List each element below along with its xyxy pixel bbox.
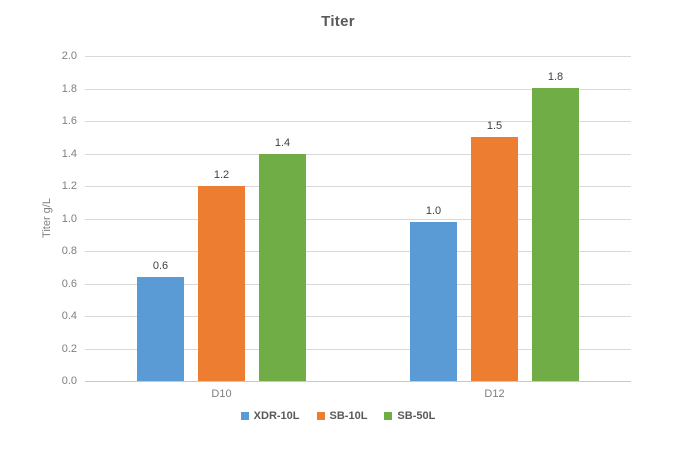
- bar-xdr-10l-d12: [410, 222, 457, 381]
- bar-value-label: 0.6: [152, 260, 169, 272]
- legend-label: SB-10L: [329, 410, 368, 422]
- chart-title: Titer: [321, 13, 355, 30]
- legend-color-swatch-icon: [384, 412, 393, 420]
- plot-area: 0.6 1.2 1.4 1.0 1.5 1.8: [85, 56, 631, 382]
- y-tick-label: 1.6: [61, 115, 77, 127]
- y-tick-label: 2.0: [61, 50, 77, 62]
- legend-item-sb-50l: SB-50L: [384, 410, 435, 422]
- gridline: [85, 153, 631, 155]
- legend-color-swatch-icon: [316, 412, 325, 420]
- bar-value-label: 1.5: [486, 120, 503, 132]
- gridline: [85, 121, 631, 122]
- y-tick-label: 1.8: [61, 82, 77, 95]
- legend-item-xdr-10l: XDR-10L: [240, 410, 300, 422]
- y-tick-label: 0.0: [61, 375, 77, 387]
- y-tick-label: 1.4: [61, 147, 77, 160]
- bar-value-label: 1.2: [213, 169, 230, 181]
- gridline: [85, 251, 631, 252]
- bar-xdr-10l-d10: [137, 277, 184, 381]
- gridline: [85, 186, 631, 187]
- bar-value-label: 1.0: [425, 205, 442, 217]
- x-category-label: D10: [211, 388, 232, 400]
- bar-sb-10l-d10: [198, 186, 245, 381]
- legend-label: SB-50L: [397, 410, 436, 422]
- x-category-label: D12: [484, 388, 505, 400]
- y-tick-label: 0.4: [61, 310, 77, 322]
- legend-item-sb-10l: SB-10L: [316, 410, 368, 422]
- gridline: [85, 316, 631, 317]
- bar-sb-10l-d12: [471, 137, 518, 381]
- bar-sb-50l-d12: [532, 88, 579, 381]
- gridline: [85, 56, 631, 57]
- gridline: [85, 348, 631, 350]
- x-axis-line: [85, 381, 631, 382]
- y-tick-label: 0.2: [61, 342, 77, 355]
- legend: XDR-10L SB-10L SB-50L: [0, 410, 676, 422]
- gridline: [85, 283, 631, 285]
- y-tick-label: 0.6: [61, 277, 77, 290]
- bar-value-label: 1.4: [274, 137, 291, 149]
- y-tick-label: 0.8: [61, 245, 77, 257]
- gridline: [85, 88, 631, 90]
- bar-value-label: 1.8: [547, 71, 564, 83]
- legend-label: XDR-10L: [253, 410, 300, 422]
- bar-sb-50l-d10: [259, 154, 306, 381]
- legend-color-swatch-icon: [240, 412, 249, 420]
- y-tick-label: 1.0: [61, 212, 77, 225]
- gridline: [85, 218, 631, 220]
- y-tick-label: 1.2: [61, 180, 77, 192]
